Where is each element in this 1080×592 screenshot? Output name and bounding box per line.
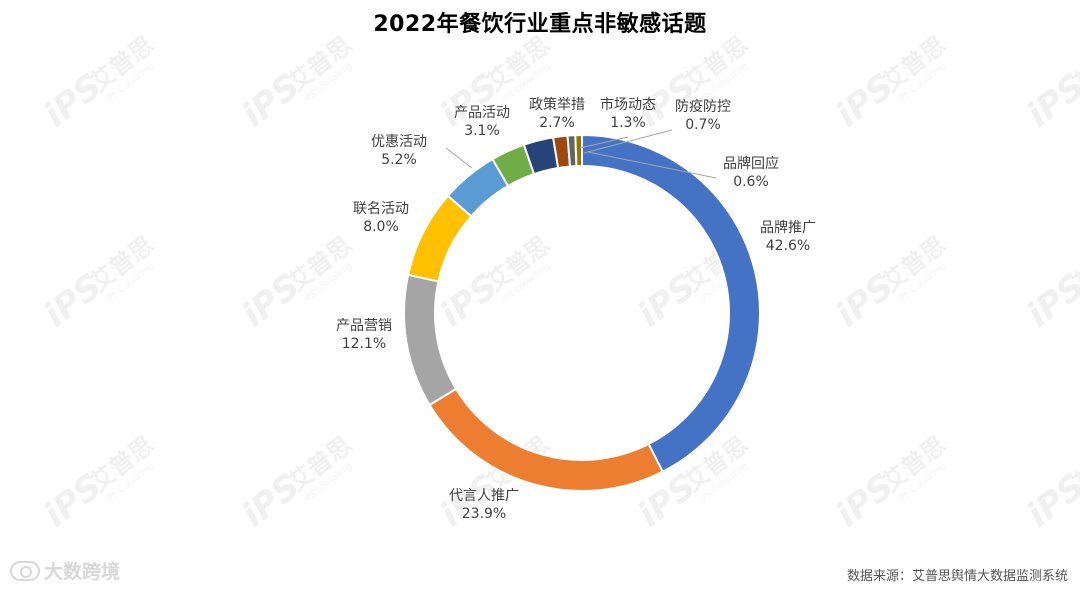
slice-value-label: 0.6% [733, 174, 769, 190]
slice-value-label: 12.1% [342, 336, 386, 352]
brand-text: 大数跨境 [44, 561, 121, 583]
leader-line [579, 136, 629, 149]
slice-label: 优惠活动 [371, 134, 427, 150]
slice-label: 政策举措 [529, 96, 585, 113]
slice-value-label: 3.1% [464, 123, 500, 139]
donut-slice [428, 387, 665, 492]
leader-line [445, 147, 473, 169]
slices-layer [403, 133, 761, 492]
brand-logo: 大数跨境 [10, 557, 120, 584]
leaders-layer [445, 129, 717, 179]
slice-label: 产品活动 [454, 105, 510, 121]
slice-value-label: 23.9% [462, 506, 506, 522]
slice-value-label: 0.7% [685, 117, 721, 133]
leader-line [587, 151, 717, 179]
slice-value-label: 1.3% [610, 115, 646, 131]
slice-value-label: 5.2% [381, 152, 417, 168]
slice-label: 品牌回应 [723, 155, 779, 172]
chart-title: 2022年餐饮行业重点非敏感话题 [373, 12, 707, 37]
source-note: 数据来源：艾普思舆情大数据监测系统 [846, 569, 1068, 584]
slice-label: 防疫防控 [675, 99, 731, 115]
slice-label: 市场动态 [600, 96, 656, 113]
labels-layer: 品牌推广 42.6% 代言人推广 23.9% 产品营销 12.1% 联名活动 8.0% 优惠活动… [336, 96, 816, 522]
slice-label: 代言人推广 [449, 488, 519, 504]
brand-mark-icon [10, 560, 40, 581]
slice-label: 联名活动 [353, 201, 409, 217]
slice-value-label: 42.6% [766, 238, 810, 254]
leader-line [583, 129, 673, 154]
slice-label: 品牌推广 [760, 219, 816, 236]
slice-value-label: 8.0% [363, 219, 399, 235]
donut-slice [574, 133, 583, 168]
slice-label: 产品营销 [336, 318, 392, 334]
slice-value-label: 2.7% [539, 115, 575, 131]
